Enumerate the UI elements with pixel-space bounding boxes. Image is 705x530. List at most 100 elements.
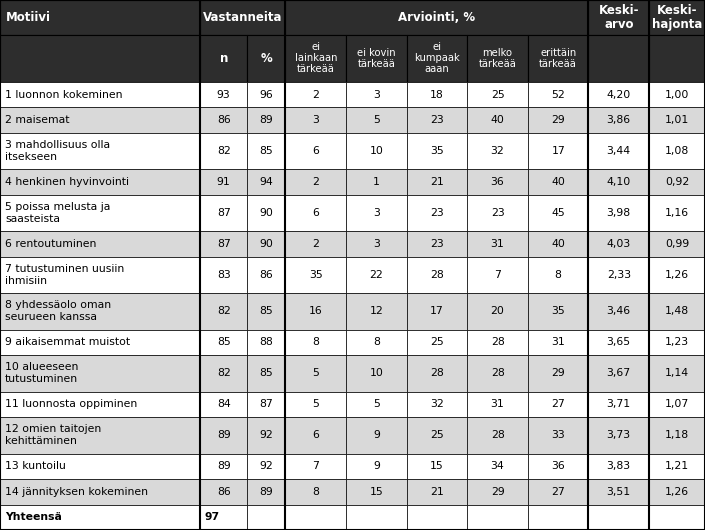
Bar — [467, 34, 528, 82]
Bar — [528, 108, 589, 133]
Text: 3 mahdollisuus olla
itsekseen: 3 mahdollisuus olla itsekseen — [5, 140, 110, 162]
Bar — [0, 454, 200, 479]
Text: 1,16: 1,16 — [665, 208, 689, 218]
Text: Motiivi: Motiivi — [6, 11, 51, 24]
Text: 29: 29 — [491, 487, 505, 497]
Text: 12: 12 — [369, 306, 384, 316]
Bar — [649, 479, 705, 505]
Text: 90: 90 — [259, 208, 274, 218]
Text: 94: 94 — [259, 177, 273, 187]
Text: 18: 18 — [430, 90, 444, 100]
Bar — [0, 257, 200, 293]
Text: Yhteensä: Yhteensä — [5, 513, 62, 522]
Text: 25: 25 — [430, 430, 444, 440]
Text: 2: 2 — [312, 177, 319, 187]
Text: 5 poissa melusta ja
saasteista: 5 poissa melusta ja saasteista — [5, 202, 111, 224]
Text: ei
kumpaak
aaan: ei kumpaak aaan — [414, 42, 460, 75]
Bar — [528, 231, 589, 257]
Text: 82: 82 — [217, 146, 231, 156]
Text: 7: 7 — [494, 270, 501, 280]
Bar — [649, 231, 705, 257]
Bar — [407, 505, 467, 530]
Bar — [247, 505, 286, 530]
Text: 11 luonnosta oppiminen: 11 luonnosta oppiminen — [5, 399, 137, 409]
Text: 9: 9 — [373, 430, 380, 440]
Text: 90: 90 — [259, 239, 274, 249]
Bar — [589, 34, 649, 82]
Bar — [346, 479, 407, 505]
Bar — [467, 454, 528, 479]
Text: 45: 45 — [551, 208, 565, 218]
Bar — [407, 392, 467, 417]
Text: 23: 23 — [430, 239, 444, 249]
Bar — [528, 454, 589, 479]
Bar — [649, 454, 705, 479]
Text: ei kovin
tärkeää: ei kovin tärkeää — [357, 48, 396, 69]
Text: 8: 8 — [555, 270, 562, 280]
Bar — [649, 293, 705, 330]
Bar — [528, 392, 589, 417]
Bar — [200, 82, 247, 108]
Text: 35: 35 — [551, 306, 565, 316]
Bar — [528, 417, 589, 454]
Text: 15: 15 — [369, 487, 384, 497]
Bar — [589, 454, 649, 479]
Text: 8: 8 — [312, 487, 319, 497]
Text: 4,03: 4,03 — [606, 239, 631, 249]
Text: erittäin
tärkeää: erittäin tärkeää — [539, 48, 577, 69]
Text: 14 jännityksen kokeminen: 14 jännityksen kokeminen — [5, 487, 148, 497]
Bar — [247, 479, 286, 505]
Text: 89: 89 — [259, 487, 273, 497]
Bar — [589, 170, 649, 195]
Text: 97: 97 — [204, 513, 219, 522]
Bar — [346, 454, 407, 479]
Bar — [200, 170, 247, 195]
Bar — [467, 108, 528, 133]
Text: 3: 3 — [373, 239, 380, 249]
Bar — [649, 0, 705, 34]
Bar — [528, 479, 589, 505]
Text: 85: 85 — [259, 368, 273, 378]
Bar — [467, 257, 528, 293]
Bar — [200, 392, 247, 417]
Text: 4,10: 4,10 — [606, 177, 631, 187]
Text: 29: 29 — [551, 368, 565, 378]
Bar — [247, 293, 286, 330]
Bar — [649, 417, 705, 454]
Text: 21: 21 — [430, 487, 444, 497]
Bar — [200, 133, 247, 170]
Text: 6: 6 — [312, 208, 319, 218]
Text: 1,23: 1,23 — [665, 338, 689, 347]
Text: 89: 89 — [259, 115, 273, 125]
Bar — [286, 505, 346, 530]
Bar — [247, 133, 286, 170]
Text: 92: 92 — [259, 430, 273, 440]
Bar — [407, 257, 467, 293]
Bar — [286, 34, 346, 82]
Bar — [200, 505, 247, 530]
Text: 12 omien taitojen
kehittäminen: 12 omien taitojen kehittäminen — [5, 425, 102, 446]
Bar — [649, 170, 705, 195]
Bar — [346, 293, 407, 330]
Bar — [286, 392, 346, 417]
Bar — [346, 231, 407, 257]
Text: 1,18: 1,18 — [665, 430, 689, 440]
Bar — [467, 293, 528, 330]
Bar — [528, 133, 589, 170]
Text: 82: 82 — [217, 306, 231, 316]
Text: 1,26: 1,26 — [665, 487, 689, 497]
Text: Keski-
hajonta: Keski- hajonta — [652, 4, 702, 31]
Text: 93: 93 — [217, 90, 231, 100]
Bar — [286, 231, 346, 257]
Bar — [589, 257, 649, 293]
Bar — [286, 293, 346, 330]
Text: 3: 3 — [373, 90, 380, 100]
Bar — [528, 257, 589, 293]
Bar — [247, 34, 286, 82]
Text: 28: 28 — [491, 338, 505, 347]
Text: 4,20: 4,20 — [606, 90, 631, 100]
Bar — [200, 0, 286, 34]
Text: 85: 85 — [217, 338, 231, 347]
Bar — [346, 505, 407, 530]
Bar — [346, 257, 407, 293]
